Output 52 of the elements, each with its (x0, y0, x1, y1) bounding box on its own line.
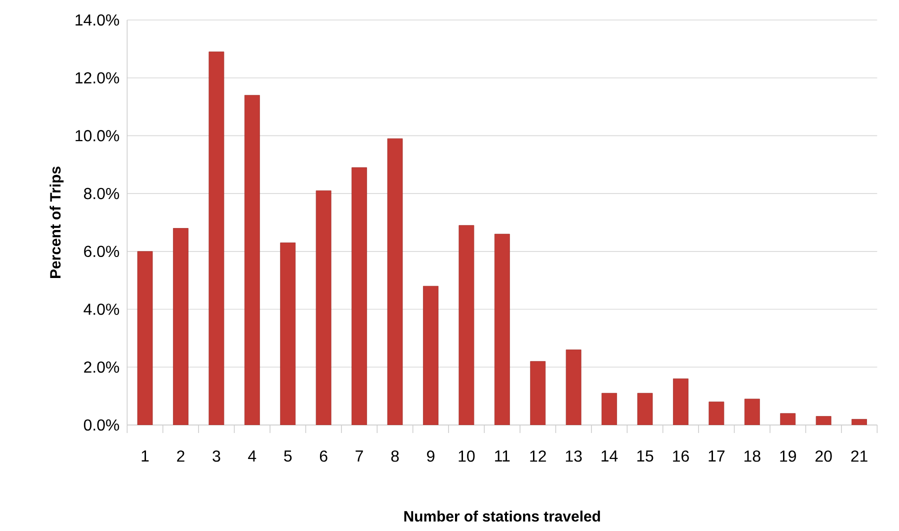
bar (852, 419, 867, 425)
x-tick-label: 20 (816, 450, 832, 462)
y-tick-label: 4.0% (84, 304, 120, 315)
y-tick-label: 0.0% (84, 419, 120, 431)
bar (173, 228, 188, 425)
bar (673, 378, 688, 425)
x-tick-label: 16 (673, 450, 689, 462)
bar (780, 413, 796, 425)
x-tick-label: 8 (391, 450, 399, 462)
x-tick-label: 10 (458, 450, 475, 462)
x-tick-label: 1 (142, 450, 149, 462)
y-tick-label: 12.0% (76, 72, 120, 84)
bar (458, 225, 474, 425)
x-tick-label: 2 (177, 450, 184, 462)
bar (602, 392, 617, 425)
bar (423, 286, 438, 425)
x-tick-label: 15 (637, 450, 654, 462)
x-tick-label: 13 (566, 450, 582, 462)
bar (708, 402, 724, 425)
x-tick-label: 6 (320, 450, 328, 462)
y-tick-label: 2.0% (84, 361, 120, 373)
bar (352, 167, 367, 425)
x-tick-label: 5 (284, 450, 292, 462)
bar (208, 52, 224, 425)
bar (816, 416, 832, 425)
x-tick-label: 3 (212, 450, 220, 462)
x-tick-label: 18 (744, 450, 760, 462)
x-tick-label: 11 (495, 450, 510, 462)
bar (137, 251, 153, 425)
x-tick-label: 12 (530, 450, 546, 462)
bar (744, 398, 760, 425)
bar (494, 234, 510, 425)
bar (244, 95, 260, 425)
y-tick-label: 8.0% (84, 188, 120, 200)
bar (637, 392, 653, 425)
y-tick-label: 6.0% (84, 246, 120, 258)
x-tick-label: 14 (602, 450, 618, 462)
bar (316, 190, 332, 425)
bar (387, 138, 403, 425)
x-tick-label: 4 (248, 450, 256, 462)
x-tick-label: 19 (780, 450, 796, 462)
y-tick-label: 10.0% (76, 130, 120, 142)
bar (530, 361, 546, 425)
y-axis-title: Percent of Trips (50, 166, 64, 278)
x-tick-label: 17 (708, 450, 724, 462)
bar (566, 350, 582, 425)
x-tick-label: 7 (356, 450, 363, 462)
x-axis-title: Number of stations traveled (404, 510, 600, 522)
bar (280, 242, 296, 425)
x-tick-label: 21 (851, 450, 868, 462)
x-tick-label: 9 (427, 450, 434, 462)
y-tick-label: 14.0% (76, 14, 120, 26)
